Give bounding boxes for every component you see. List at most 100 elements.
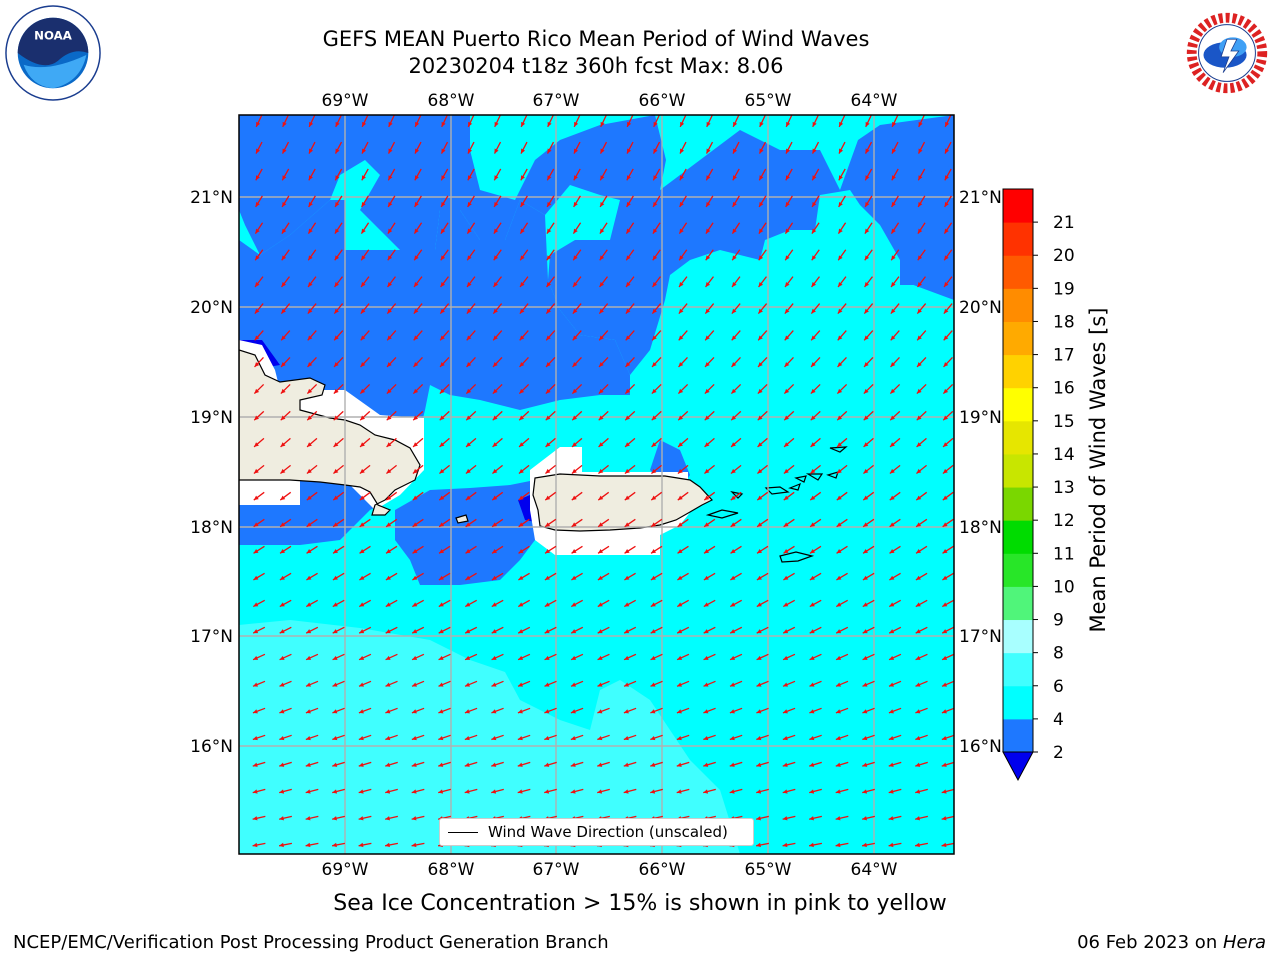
wind-wave-arrowhead	[758, 228, 764, 234]
lon-label: 67°W	[533, 860, 580, 880]
wind-wave-arrowhead	[889, 575, 895, 580]
wind-wave-arrowhead	[918, 121, 923, 127]
wind-wave-arrowhead	[889, 549, 895, 554]
wind-wave-arrowhead	[809, 629, 815, 634]
wind-wave-arrowhead	[627, 148, 632, 154]
wind-wave-arrowhead	[915, 682, 921, 687]
wind-wave-arrowhead	[651, 549, 657, 554]
wind-wave-arrowhead	[491, 602, 497, 607]
wind-wave-arrowhead	[252, 762, 258, 767]
wind-wave-arrowhead	[519, 335, 525, 341]
colorbar-tick-label: 21	[1053, 213, 1075, 233]
wind-wave-arrowhead	[783, 468, 789, 474]
wind-wave-arrowhead	[835, 762, 841, 767]
footer-producer: NCEP/EMC/Verification Post Processing Pr…	[13, 932, 609, 953]
colorbar-segment	[1003, 255, 1033, 289]
wind-wave-arrowhead	[466, 388, 472, 394]
wind-wave-arrowhead	[573, 201, 578, 207]
wind-wave-arrowhead	[677, 495, 683, 501]
wind-wave-arrowhead	[944, 282, 949, 287]
wind-wave-arrowhead	[282, 201, 287, 207]
wind-wave-arrowhead	[704, 522, 710, 527]
wind-wave-arrowhead	[597, 682, 603, 687]
wind-wave-arrowhead	[679, 255, 684, 261]
wind-wave-arrowhead	[890, 362, 896, 367]
wind-wave-arrowhead	[544, 602, 550, 607]
wind-wave-arrowhead	[756, 575, 762, 580]
wind-wave-arrowhead	[387, 255, 393, 261]
wind-wave-arrowhead	[863, 549, 869, 554]
wind-wave-arrowhead	[544, 655, 550, 660]
wind-wave-arrowhead	[334, 308, 339, 314]
wind-wave-arrowhead	[517, 762, 523, 767]
wind-wave-arrowhead	[678, 442, 683, 447]
wind-wave-arrowhead	[305, 842, 311, 848]
wind-wave-arrowhead	[731, 308, 737, 314]
wind-wave-arrowhead	[385, 602, 391, 607]
wind-wave-arrowhead	[652, 335, 657, 341]
wind-wave-arrowhead	[332, 735, 338, 741]
wind-wave-arrowhead	[705, 228, 711, 234]
wind-wave-arrowhead	[547, 175, 552, 181]
wind-wave-arrowhead	[598, 442, 604, 447]
wind-wave-arrowhead	[650, 709, 656, 714]
wind-wave-arrowhead	[653, 175, 658, 181]
wind-wave-arrowhead	[916, 415, 922, 421]
wind-wave-arrowhead	[705, 282, 711, 287]
wind-wave-arrowhead	[494, 148, 499, 154]
wind-wave-arrowhead	[676, 762, 682, 767]
wind-wave-arrowhead	[335, 175, 340, 181]
wind-wave-arrowhead	[520, 175, 525, 181]
wind-wave-arrowhead	[306, 575, 312, 580]
wind-wave-arrowhead	[652, 228, 658, 234]
wind-wave-arrowhead	[465, 522, 471, 527]
lat-label: 18°N	[959, 518, 1002, 538]
wind-wave-arrowhead	[650, 735, 656, 741]
wind-wave-arrowhead	[623, 735, 629, 741]
wind-wave-arrowhead	[253, 468, 259, 474]
wind-wave-arrowhead	[624, 655, 630, 660]
wind-wave-arrowhead	[520, 201, 525, 207]
wind-wave-arrowhead	[706, 121, 711, 127]
wind-wave-arrowhead	[441, 201, 446, 207]
wind-wave-arrowhead	[386, 468, 392, 474]
wind-wave-arrowhead	[411, 816, 417, 821]
wind-wave-arrowhead	[917, 255, 923, 261]
wind-wave-arrowhead	[729, 709, 735, 714]
wind-wave-arrowhead	[519, 415, 525, 421]
land-virgin-islands	[705, 446, 848, 563]
wind-wave-arrowhead	[332, 709, 338, 714]
wind-wave-arrowhead	[279, 816, 285, 821]
lon-label: 68°W	[428, 860, 475, 880]
wind-wave-arrowhead	[915, 762, 921, 767]
wind-wave-arrowhead	[333, 388, 339, 394]
wind-wave-arrowhead	[386, 495, 392, 501]
wind-wave-arrowhead	[358, 816, 364, 821]
wind-wave-arrowhead	[838, 282, 843, 287]
wind-wave-arrowhead	[678, 388, 684, 394]
wind-wave-arrowhead	[387, 282, 393, 287]
lat-labels-right: 21°N 20°N 19°N 18°N 17°N 16°N	[959, 188, 1002, 757]
wind-wave-arrowhead	[836, 468, 842, 474]
wind-wave-arrowhead	[440, 282, 446, 287]
wind-wave-arrowhead	[545, 549, 551, 554]
wind-wave-arrowhead	[597, 789, 603, 794]
wind-wave-arrowhead	[625, 335, 631, 341]
wind-wave-arrowhead	[889, 682, 895, 687]
wind-wave-arrowhead	[942, 522, 948, 527]
wind-wave-arrowhead	[651, 522, 657, 527]
wind-wave-arrowhead	[729, 789, 735, 794]
lat-label: 20°N	[959, 298, 1002, 318]
wind-wave-arrowhead	[412, 682, 418, 687]
wind-wave-arrowhead	[466, 335, 472, 341]
colorbar-segment	[1003, 553, 1033, 587]
wind-wave-arrowhead	[306, 629, 312, 634]
wind-wave-arrowhead	[676, 789, 682, 794]
wind-wave-arrowhead	[650, 762, 656, 767]
wind-wave-arrowhead	[412, 468, 418, 474]
wind-wave-arrowhead	[545, 415, 551, 421]
wind-wave-arrowhead	[812, 148, 817, 154]
wind-wave-arrowhead	[677, 629, 683, 634]
wind-wave-arrowhead	[520, 255, 525, 261]
wind-wave-arrowhead	[440, 362, 445, 367]
